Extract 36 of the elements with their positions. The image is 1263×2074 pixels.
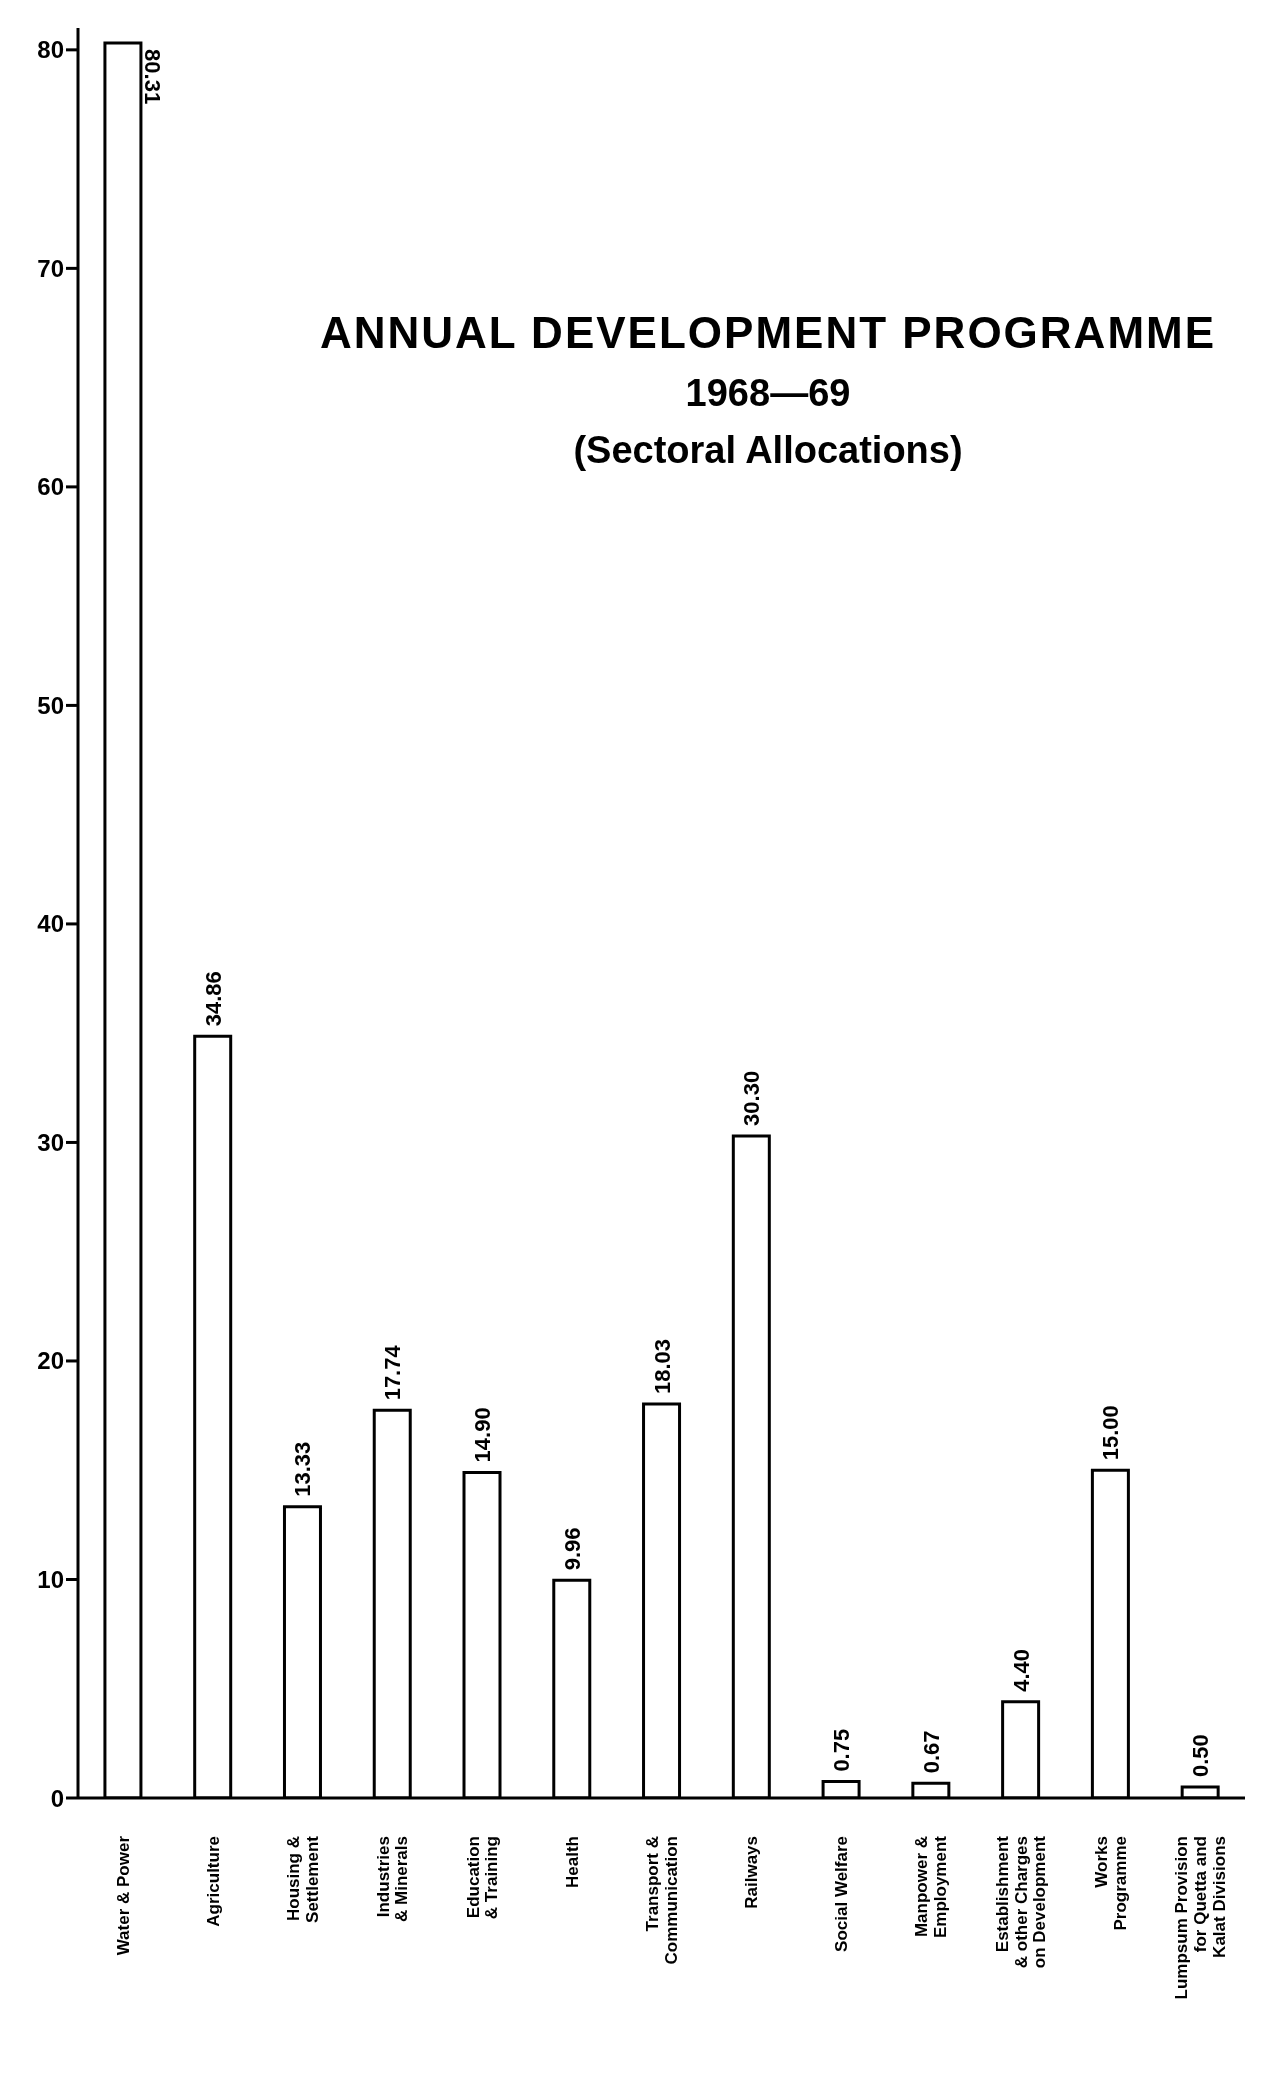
x-tick-label: Education & Training [463,1836,502,1920]
y-tick-label: 60 [37,473,64,501]
text: ANNUAL DEVELOPMENT PROGRAMME 1968—69 [318,308,1218,415]
x-tick-label: Social Welfare [831,1836,851,1952]
data-label: 17.74 [380,1344,406,1401]
data-label: 80.31 [139,49,165,105]
x-tick-label: Manpower & Employment [912,1835,951,1939]
y-tick-label: 50 [37,691,64,719]
x-tick-label: Health [562,1836,582,1888]
data-label: 0.67 [918,1730,944,1774]
data-label: 0.50 [1188,1734,1214,1778]
x-tick-label: Housing & Settlement [284,1835,322,1923]
data-label: 0.75 [829,1728,855,1772]
y-tick-label: 30 [37,1128,64,1156]
data-label: 13.33 [290,1441,316,1497]
data-label: 30.30 [739,1070,765,1126]
y-tick-label: 70 [37,254,64,282]
data-label: 34.86 [200,971,226,1027]
x-tick-label: Railways [742,1836,762,1909]
x-tick-label: Industries & Minerals [373,1836,412,1922]
data-label: 15.00 [1098,1405,1124,1461]
data-label: 9.96 [559,1527,585,1571]
y-tick-label: 80 [37,36,64,64]
data-label: 18.03 [649,1338,675,1395]
x-tick-label: Transport & Communication [643,1836,681,1965]
x-tick-label: Agriculture [203,1836,223,1927]
x-tick-label: Establishment & other Charges on Development [992,1835,1050,1969]
y-tick-label: 20 [37,1347,64,1375]
y-tick-label: 10 [37,1566,64,1593]
data-label: 14.90 [470,1407,496,1463]
y-tick-label: 40 [37,910,64,938]
y-tick-label: 0 [50,1784,64,1812]
data-label: 4.40 [1008,1649,1034,1692]
text: (Sectoral Allocations) [572,429,964,472]
x-tick-label: Lumpsum Provision for Quetta and Kalat Divisions [1172,1836,1229,2000]
x-tick-label: Water & Power [113,1835,133,1956]
